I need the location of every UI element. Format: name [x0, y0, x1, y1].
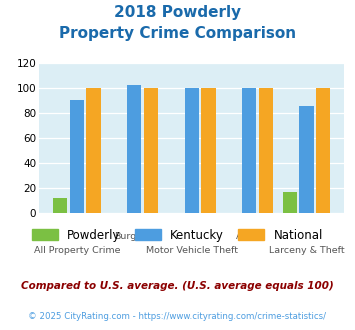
Bar [259, 88, 273, 213]
Text: Compared to U.S. average. (U.S. average equals 100): Compared to U.S. average. (U.S. average … [21, 281, 334, 291]
Bar [201, 88, 215, 213]
Bar [283, 192, 297, 213]
Text: 2018 Powderly: 2018 Powderly [114, 5, 241, 20]
Bar [127, 85, 141, 213]
Text: Arson: Arson [235, 232, 263, 241]
Text: Motor Vehicle Theft: Motor Vehicle Theft [146, 246, 238, 255]
Text: Larceny & Theft: Larceny & Theft [269, 246, 344, 255]
Text: Property Crime Comparison: Property Crime Comparison [59, 26, 296, 41]
Bar [316, 88, 331, 213]
Bar [185, 88, 199, 213]
Bar [87, 88, 101, 213]
Legend: Powderly, Kentucky, National: Powderly, Kentucky, National [27, 224, 328, 247]
Text: © 2025 CityRating.com - https://www.cityrating.com/crime-statistics/: © 2025 CityRating.com - https://www.city… [28, 312, 327, 321]
Bar [53, 198, 67, 213]
Bar [300, 107, 314, 213]
Bar [70, 100, 84, 213]
Text: Burglary: Burglary [114, 232, 154, 241]
Bar [242, 88, 256, 213]
Bar [144, 88, 158, 213]
Text: All Property Crime: All Property Crime [34, 246, 120, 255]
